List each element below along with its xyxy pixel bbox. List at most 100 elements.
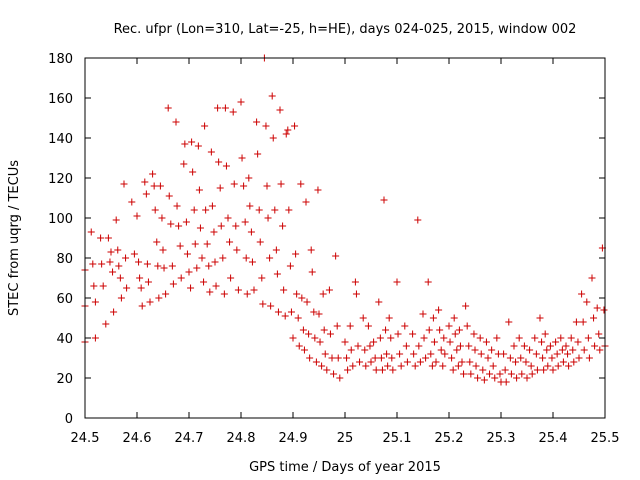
data-point (440, 334, 448, 342)
data-point (207, 148, 215, 156)
data-point (90, 282, 98, 290)
x-tick-label: 25.2 (435, 431, 464, 446)
data-point (144, 278, 152, 286)
data-point (232, 222, 240, 230)
data-point (422, 354, 430, 362)
data-point (387, 334, 395, 342)
data-point (167, 220, 175, 228)
data-point (185, 268, 193, 276)
data-point (133, 212, 141, 220)
data-point (180, 160, 188, 168)
data-point (182, 218, 190, 226)
data-point (333, 322, 341, 330)
data-point (596, 346, 604, 354)
data-point (377, 354, 385, 362)
data-point (295, 342, 303, 350)
data-point (181, 140, 189, 148)
data-point (552, 338, 560, 346)
data-point (306, 354, 314, 362)
data-point (193, 264, 201, 272)
data-point (512, 358, 520, 366)
data-point (325, 286, 333, 294)
data-point (183, 250, 191, 258)
data-point (332, 252, 340, 260)
data-point (523, 374, 531, 382)
data-point (351, 278, 359, 286)
data-point (243, 290, 251, 298)
x-tick-label: 25 (337, 431, 354, 446)
data-point (172, 118, 180, 126)
data-point (234, 286, 242, 294)
data-point (465, 342, 473, 350)
data-point (378, 366, 386, 374)
data-point (120, 180, 128, 188)
data-point (334, 354, 342, 362)
data-point (226, 238, 234, 246)
data-point (305, 330, 313, 338)
data-point (482, 338, 490, 346)
data-point (588, 274, 596, 282)
data-point (401, 322, 409, 330)
data-point (263, 182, 271, 190)
data-point (175, 222, 183, 230)
data-point (328, 354, 336, 362)
data-point (130, 250, 138, 258)
data-point (289, 334, 297, 342)
data-point (415, 342, 423, 350)
data-point (248, 258, 256, 266)
data-point (520, 342, 528, 350)
data-point (458, 358, 466, 366)
data-point (593, 304, 601, 312)
data-point (128, 198, 136, 206)
data-point (285, 206, 293, 214)
data-point (513, 374, 521, 382)
data-point (518, 370, 526, 378)
data-point (242, 254, 250, 262)
x-tick-label: 25.5 (591, 431, 620, 446)
data-point (143, 260, 151, 268)
data-point (430, 338, 438, 346)
data-point (276, 106, 284, 114)
data-point (262, 122, 270, 130)
data-point (307, 246, 315, 254)
data-point (229, 108, 237, 116)
data-point (410, 350, 418, 358)
data-point (188, 138, 196, 146)
data-point (160, 264, 168, 272)
data-point (237, 98, 245, 106)
data-point (246, 202, 254, 210)
data-point (190, 206, 198, 214)
data-point (549, 366, 557, 374)
data-point (591, 342, 599, 350)
data-point (515, 334, 523, 342)
data-point (411, 362, 419, 370)
data-point (600, 306, 608, 314)
data-point (247, 228, 255, 236)
data-point (311, 334, 319, 342)
data-point (472, 362, 480, 370)
data-point (541, 330, 549, 338)
data-point (559, 358, 567, 366)
data-point (489, 362, 497, 370)
data-point (380, 196, 388, 204)
data-point (364, 322, 372, 330)
data-point (366, 342, 374, 350)
data-point (212, 282, 220, 290)
data-point (557, 334, 565, 342)
data-point (256, 238, 264, 246)
data-point (502, 378, 510, 386)
x-tick-label: 25.3 (487, 431, 516, 446)
data-point (403, 358, 411, 366)
data-point (198, 254, 206, 262)
x-tick-label: 25.4 (539, 431, 568, 446)
data-point (488, 346, 496, 354)
data-point (532, 350, 540, 358)
data-point (227, 274, 235, 282)
data-point (106, 258, 114, 266)
data-point (539, 354, 547, 362)
data-point (117, 294, 125, 302)
plot-frame (84, 57, 606, 419)
data-point (99, 282, 107, 290)
data-point (201, 122, 209, 130)
